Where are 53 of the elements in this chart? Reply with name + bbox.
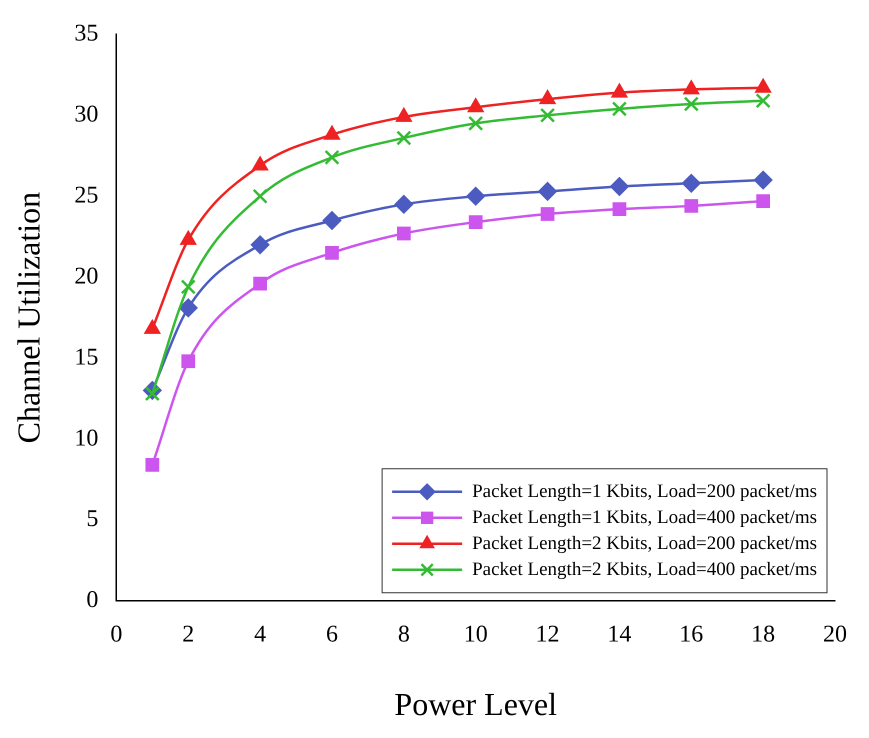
x-tick-label: 6 (326, 621, 338, 648)
x-tick-label: 16 (679, 621, 704, 648)
y-tick-label: 35 (74, 20, 98, 47)
point (181, 354, 196, 368)
y-tick-label: 15 (74, 344, 98, 370)
point (684, 96, 699, 112)
point (252, 188, 268, 204)
point (540, 207, 554, 221)
x-tick-label: 2 (182, 621, 194, 648)
y-tick-label: 25 (74, 182, 98, 209)
legend-label: Packet Length=2 Kbits, Load=400 packet/ms (472, 558, 818, 580)
point (540, 108, 556, 123)
point (466, 186, 486, 206)
x-tick-label: 4 (254, 621, 266, 648)
point (178, 298, 198, 318)
point (394, 194, 414, 214)
y-tick-label: 10 (74, 425, 98, 452)
point (610, 177, 629, 196)
x-tick-label: 8 (398, 621, 410, 648)
point (468, 215, 483, 229)
point (538, 182, 558, 201)
x-tick-label: 12 (536, 621, 560, 648)
point (322, 211, 342, 230)
x-tick-label: 10 (464, 621, 488, 648)
y-tick-label: 0 (86, 587, 98, 614)
point (468, 116, 484, 132)
x-axis-title: Power Level (394, 686, 558, 722)
point (756, 194, 770, 208)
point (253, 276, 267, 290)
y-axis-title: Channel Utilization (10, 192, 47, 444)
point (682, 174, 701, 193)
point (324, 150, 340, 166)
point (325, 246, 339, 260)
x-tick-label: 18 (751, 621, 776, 648)
legend-label: Packet Length=1 Kbits, Load=200 packet/ms (472, 480, 818, 502)
point (250, 235, 270, 254)
point (754, 170, 773, 190)
x-tick-label: 0 (110, 621, 122, 648)
point (756, 93, 771, 108)
point (145, 458, 160, 472)
legend-label: Packet Length=1 Kbits, Load=400 packet/ms (472, 506, 818, 528)
x-tick-label: 14 (607, 621, 632, 648)
point (612, 101, 628, 116)
point (396, 226, 411, 240)
point (396, 130, 412, 146)
point (612, 202, 626, 216)
y-tick-label: 5 (86, 506, 98, 532)
legend-label: Packet Length=2 Kbits, Load=200 packet/ms (472, 532, 818, 554)
y-tick-label: 20 (74, 263, 98, 290)
y-tick-label: 30 (74, 102, 98, 128)
point (180, 279, 196, 294)
point (684, 199, 698, 213)
x-tick-label: 20 (823, 621, 847, 648)
